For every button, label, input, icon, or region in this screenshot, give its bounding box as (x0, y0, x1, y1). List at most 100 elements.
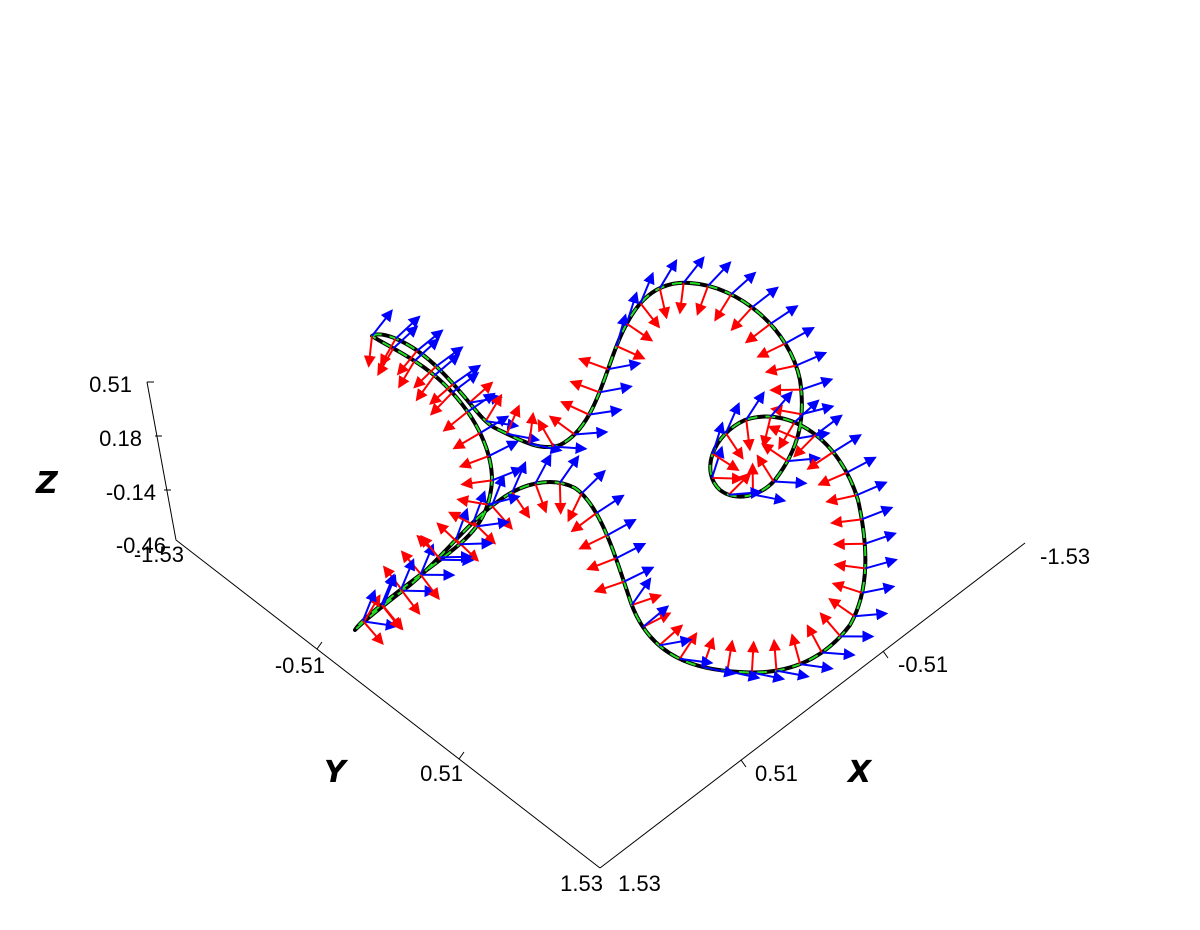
normal-vector-arrow (768, 638, 781, 671)
normal-vector-arrow (560, 400, 590, 416)
binormal-vector-arrow (392, 325, 419, 350)
binormal-vector-arrow (776, 668, 810, 681)
normal-vector-arrow (806, 624, 823, 653)
binormal-vector-arrow (658, 635, 693, 648)
normal-vector-arrow (825, 493, 857, 506)
normal-vector-arrow (631, 592, 663, 606)
normal-vector-arrow (505, 404, 521, 435)
binormal-vector-arrow (642, 605, 670, 628)
binormal-vector-arrow (472, 490, 487, 523)
normal-vector-arrow (728, 472, 752, 496)
binormal-vector-arrow (487, 493, 521, 506)
normal-vector-arrow (413, 365, 437, 389)
binormal-vector-arrow (413, 338, 440, 362)
x-tick-label: 0.51 (755, 761, 798, 786)
normal-vector-arrow (760, 416, 772, 448)
binormal-vector-arrow (864, 531, 897, 545)
space-curve-tangent-overlay (354, 281, 867, 674)
normal-vector-arrow (833, 559, 866, 572)
y-tick-label: -0.51 (275, 653, 325, 678)
binormal-vector-arrow (815, 414, 843, 436)
binormal-vector-arrow (745, 391, 765, 421)
binormal-vector-arrow (796, 428, 831, 441)
normal-vector-arrow (712, 452, 740, 472)
binormal-vector-arrow (479, 415, 510, 434)
normal-vector-arrow (756, 342, 786, 358)
binormal-vector-arrow (639, 271, 655, 304)
binormal-vector-arrow (595, 494, 625, 515)
binormal-vector-arrow (506, 432, 541, 444)
normal-vector-arrow (567, 493, 583, 523)
binormal-vector-arrow (361, 589, 377, 622)
binormal-vector-arrow (856, 481, 888, 497)
binormal-vector-arrow (559, 454, 580, 484)
normal-vector-arrow (678, 632, 698, 660)
normal-vector-arrow (429, 391, 453, 416)
binormal-vector-arrow (787, 453, 822, 466)
binormal-vector-arrow (451, 372, 480, 394)
binormal-vector-arrow (846, 456, 877, 474)
normal-vector-arrow (537, 418, 555, 448)
binormal-vector-arrow (615, 313, 629, 347)
binormal-vector-arrow (784, 327, 815, 345)
normal-vector-arrow (458, 455, 490, 469)
x-tick-label: -1.53 (1040, 544, 1090, 569)
binormal-vector-arrow (580, 469, 606, 495)
binormal-vector-arrow (707, 261, 732, 287)
normal-vector-arrow (724, 639, 737, 672)
normal-vector-arrow (675, 282, 688, 315)
z-tick-label: 0.51 (89, 372, 132, 397)
normal-vector-arrow (695, 285, 710, 316)
binormal-vector-arrow (730, 271, 757, 296)
binormal-vector-arrow (724, 402, 741, 434)
binormal-vector-arrow (599, 382, 633, 395)
z-tick-label: -0.46 (116, 533, 166, 558)
normal-vector-arrow (767, 425, 798, 440)
binormal-vector-arrow (728, 486, 763, 499)
binormal-vector-arrow (574, 426, 609, 439)
normal-vector-arrow (377, 347, 395, 377)
z-axis-line (146, 381, 177, 541)
binormal-vector-arrow (607, 359, 642, 372)
binormal-vector-arrow (455, 507, 470, 540)
binormal-vector-arrow (534, 453, 552, 485)
binormal-vector-arrow (625, 291, 640, 324)
y-axis-ticks: -1.53 -0.51 0.51 1.53 (134, 542, 603, 896)
normal-vector-arrow (742, 419, 755, 452)
binormal-vector-arrow (769, 390, 793, 418)
y-axis-title: Y (324, 755, 349, 790)
normal-vector-arrow (819, 612, 842, 638)
binormal-vector-arrow (702, 665, 737, 678)
binormal-vector-arrow (529, 442, 563, 455)
normal-vector-arrow (525, 411, 538, 444)
normal-vector-arrow (380, 604, 402, 630)
binormal-vector-arrow (682, 256, 705, 284)
normal-vector-arrow (578, 534, 608, 550)
binormal-vector-arrow (490, 474, 506, 507)
normal-vector-arrow (626, 322, 654, 342)
normal-vector-arrow (398, 360, 416, 389)
binormal-vector-arrow (752, 492, 787, 505)
normal-vector-arrow (616, 345, 646, 360)
binormal-vector-arrow (793, 399, 820, 424)
y-tick-label: -1.53 (134, 542, 184, 567)
normal-vector-arrow (429, 383, 454, 405)
x-axis-ticks: -1.53 -0.51 0.51 1.53 (618, 544, 1090, 896)
normal-vector-arrow (817, 471, 848, 487)
binormal-vector-arrow (795, 351, 828, 367)
normal-vector-arrow (764, 364, 797, 376)
y-axis-line (175, 539, 601, 869)
normal-vector-arrow (442, 410, 469, 432)
binormal-vector-arrow (800, 376, 834, 391)
binormal-vector-arrow (459, 537, 494, 550)
binormal-vector-arrow (854, 608, 889, 621)
normal-vector-arrow (396, 350, 418, 376)
x-axis-title: X (846, 755, 873, 790)
binormal-vector-arrow (769, 305, 799, 325)
binormal-vector-arrow (433, 353, 461, 377)
normal-vector-arrow (554, 482, 567, 515)
binormal-vector-arrow (623, 566, 655, 583)
binormal-vector-arrow (864, 556, 898, 570)
normal-vector-arrow (420, 534, 442, 561)
